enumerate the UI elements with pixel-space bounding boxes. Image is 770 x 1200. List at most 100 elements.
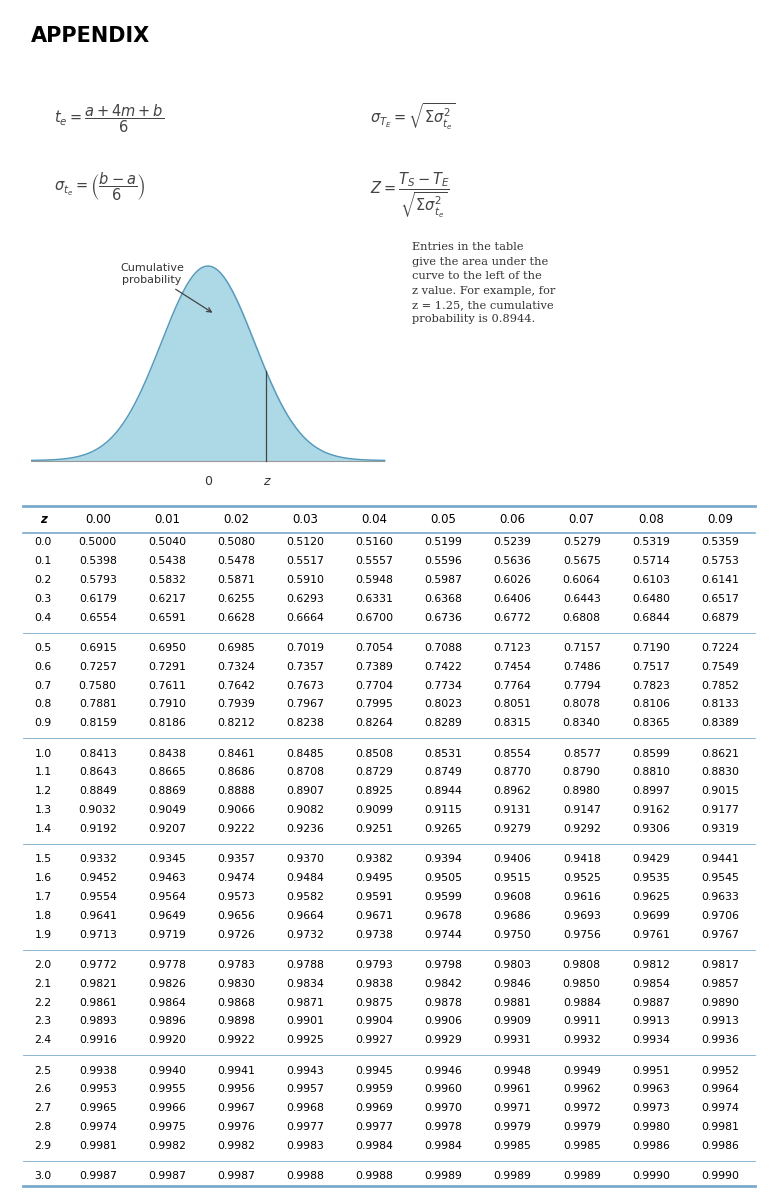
Text: 0.9864: 0.9864 <box>148 997 186 1008</box>
Text: 0.7794: 0.7794 <box>563 680 601 691</box>
Text: 0.9946: 0.9946 <box>424 1066 462 1075</box>
Text: APPENDIX: APPENDIX <box>31 26 150 47</box>
Text: 0.7881: 0.7881 <box>79 700 116 709</box>
Text: 0.9987: 0.9987 <box>79 1171 116 1181</box>
Text: 0.9767: 0.9767 <box>701 930 739 940</box>
Text: 0.9974: 0.9974 <box>79 1122 116 1132</box>
Text: 0.9857: 0.9857 <box>701 979 739 989</box>
Text: 0.9922: 0.9922 <box>217 1036 255 1045</box>
Text: 0.8413: 0.8413 <box>79 749 116 758</box>
Text: 0.6700: 0.6700 <box>355 613 393 623</box>
Text: 0.8708: 0.8708 <box>286 768 324 778</box>
Text: 0.9973: 0.9973 <box>632 1103 670 1114</box>
Text: 0.9943: 0.9943 <box>286 1066 324 1075</box>
Text: 0.7580: 0.7580 <box>79 680 117 691</box>
Text: 0.9952: 0.9952 <box>701 1066 739 1075</box>
Text: 0.7454: 0.7454 <box>494 661 531 672</box>
Text: 0.9846: 0.9846 <box>494 979 531 989</box>
Text: 0.6064: 0.6064 <box>563 575 601 584</box>
Text: 0.9591: 0.9591 <box>356 892 393 902</box>
Text: 0.5000: 0.5000 <box>79 538 117 547</box>
Text: 0.5040: 0.5040 <box>148 538 186 547</box>
Text: 2.9: 2.9 <box>35 1141 52 1151</box>
Text: 0.9960: 0.9960 <box>424 1085 463 1094</box>
Text: 0.9625: 0.9625 <box>632 892 670 902</box>
Text: 0.7823: 0.7823 <box>632 680 670 691</box>
Text: 0.6772: 0.6772 <box>494 613 531 623</box>
Text: 0.5239: 0.5239 <box>494 538 531 547</box>
Text: 0.6: 0.6 <box>35 661 52 672</box>
Text: 0.9162: 0.9162 <box>632 805 670 815</box>
Text: 0.8997: 0.8997 <box>632 786 670 797</box>
Text: 0.9066: 0.9066 <box>217 805 255 815</box>
Text: 0.9693: 0.9693 <box>563 911 601 920</box>
Text: 0.9988: 0.9988 <box>356 1171 393 1181</box>
Text: 0.9985: 0.9985 <box>494 1141 531 1151</box>
Text: 0.9854: 0.9854 <box>632 979 670 989</box>
Text: 0.9706: 0.9706 <box>701 911 739 920</box>
Text: 0: 0 <box>204 475 212 488</box>
Text: 0.9515: 0.9515 <box>494 874 531 883</box>
Text: 0.9292: 0.9292 <box>563 824 601 834</box>
Text: 0.9306: 0.9306 <box>632 824 670 834</box>
Text: 0.9948: 0.9948 <box>494 1066 531 1075</box>
Text: 0.8729: 0.8729 <box>356 768 393 778</box>
Text: 0.5871: 0.5871 <box>217 575 255 584</box>
Text: 0.8643: 0.8643 <box>79 768 116 778</box>
Text: $Z = \dfrac{T_S - T_E}{\sqrt{\Sigma\sigma^2_{t_e}}}$: $Z = \dfrac{T_S - T_E}{\sqrt{\Sigma\sigm… <box>370 170 450 220</box>
Text: 0.9978: 0.9978 <box>424 1122 462 1132</box>
Text: 0.9495: 0.9495 <box>356 874 393 883</box>
Text: 0.7357: 0.7357 <box>286 661 324 672</box>
Text: 0.9989: 0.9989 <box>563 1171 601 1181</box>
Text: 0.8315: 0.8315 <box>494 719 531 728</box>
Text: 0.7088: 0.7088 <box>424 643 463 653</box>
Text: 0.8289: 0.8289 <box>424 719 462 728</box>
Text: $\sigma_{T_E} = \sqrt{\Sigma\sigma^2_{t_e}}$: $\sigma_{T_E} = \sqrt{\Sigma\sigma^2_{t_… <box>370 102 455 132</box>
Text: 0.9616: 0.9616 <box>563 892 601 902</box>
Text: 0.2: 0.2 <box>35 575 52 584</box>
Text: 0.7291: 0.7291 <box>148 661 186 672</box>
Text: 0.7939: 0.7939 <box>217 700 255 709</box>
Text: 0.9989: 0.9989 <box>494 1171 531 1181</box>
Text: 0.9345: 0.9345 <box>148 854 186 864</box>
Text: 0.9265: 0.9265 <box>424 824 462 834</box>
Text: 0.5517: 0.5517 <box>286 556 324 566</box>
Text: 0.5596: 0.5596 <box>424 556 462 566</box>
Text: 0.9830: 0.9830 <box>217 979 255 989</box>
Text: 0.9890: 0.9890 <box>701 997 739 1008</box>
Text: 1.2: 1.2 <box>35 786 52 797</box>
Text: 0.8980: 0.8980 <box>563 786 601 797</box>
Text: 0.9406: 0.9406 <box>494 854 531 864</box>
Text: 0.8888: 0.8888 <box>217 786 255 797</box>
Text: 0.9554: 0.9554 <box>79 892 116 902</box>
Text: 0.7054: 0.7054 <box>355 643 393 653</box>
Text: 3.0: 3.0 <box>35 1171 52 1181</box>
Text: 0.00: 0.00 <box>85 514 111 526</box>
Text: 0.6915: 0.6915 <box>79 643 116 653</box>
Text: 0.0: 0.0 <box>35 538 52 547</box>
Text: 0.6217: 0.6217 <box>148 594 186 604</box>
Text: 0.9821: 0.9821 <box>79 979 116 989</box>
Text: 0.9842: 0.9842 <box>424 979 462 989</box>
Text: Entries in the table
give the area under the
curve to the left of the
z value. F: Entries in the table give the area under… <box>412 242 555 324</box>
Text: 0.9916: 0.9916 <box>79 1036 116 1045</box>
Text: 0.8: 0.8 <box>35 700 52 709</box>
Text: 0.6736: 0.6736 <box>424 613 462 623</box>
Text: 1.5: 1.5 <box>35 854 52 864</box>
Text: 0.8665: 0.8665 <box>148 768 186 778</box>
Text: 2.1: 2.1 <box>35 979 52 989</box>
Text: 0.5319: 0.5319 <box>632 538 670 547</box>
Text: 0.9505: 0.9505 <box>424 874 463 883</box>
Text: 0.6141: 0.6141 <box>701 575 739 584</box>
Text: 0.9545: 0.9545 <box>701 874 739 883</box>
Text: 0.9881: 0.9881 <box>494 997 531 1008</box>
Text: 0.9986: 0.9986 <box>701 1141 739 1151</box>
Text: 0.9887: 0.9887 <box>632 997 670 1008</box>
Text: 2.7: 2.7 <box>35 1103 52 1114</box>
Text: 0.7157: 0.7157 <box>563 643 601 653</box>
Text: 0.5: 0.5 <box>35 643 52 653</box>
Text: 0.8186: 0.8186 <box>148 719 186 728</box>
Text: 0.9990: 0.9990 <box>701 1171 739 1181</box>
Text: 0.5120: 0.5120 <box>286 538 324 547</box>
Text: 0.9898: 0.9898 <box>217 1016 255 1026</box>
